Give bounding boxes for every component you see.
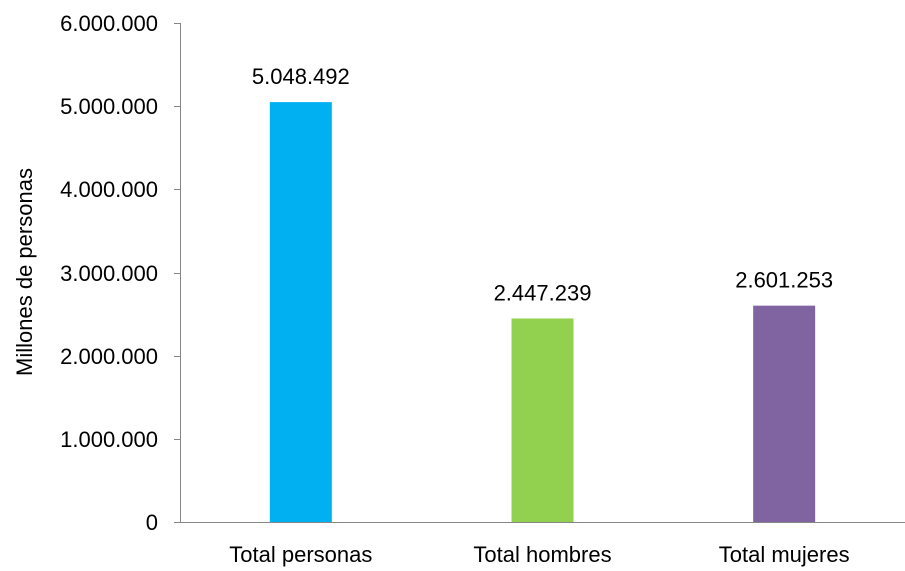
data-label: 2.447.239 [494, 280, 592, 305]
bar-total-personas [269, 102, 332, 522]
x-axis-labels: Total personas Total hombres Total mujeres [229, 542, 849, 567]
bars [269, 102, 816, 522]
y-tick-label: 0 [146, 510, 158, 535]
y-tick-label: 4.000.000 [60, 177, 158, 202]
y-tick-label: 3.000.000 [60, 261, 158, 286]
x-category-label: Total mujeres [719, 542, 850, 567]
x-category-label: Total hombres [473, 542, 611, 567]
data-label: 2.601.253 [735, 268, 833, 293]
y-tick-label: 2.000.000 [60, 344, 158, 369]
y-tick-label: 6.000.000 [60, 11, 158, 36]
bar-total-mujeres [753, 305, 816, 522]
bar-total-hombres [511, 318, 574, 522]
data-label: 5.048.492 [252, 64, 350, 89]
x-category-label: Total personas [229, 542, 372, 567]
data-labels: 5.048.492 2.447.239 2.601.253 [252, 64, 833, 305]
y-axis-ticks: 0 1.000.000 2.000.000 3.000.000 4.000.000 5.0… [60, 11, 180, 535]
y-tick-label: 1.000.000 [60, 427, 158, 452]
y-axis-title: Millones de personas [12, 168, 37, 376]
y-tick-label: 5.000.000 [60, 94, 158, 119]
